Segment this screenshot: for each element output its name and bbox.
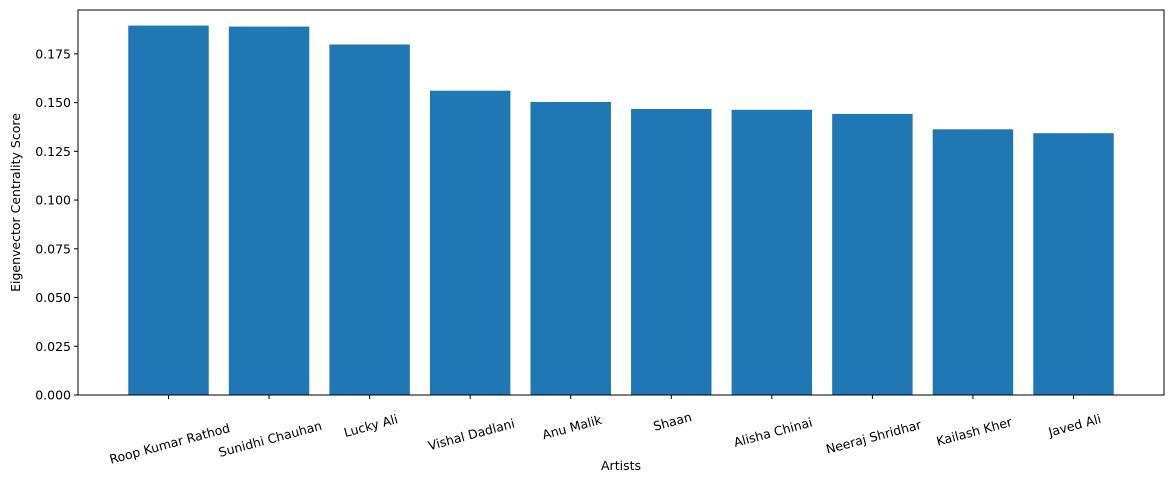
bar-roop-kumar-rathod bbox=[128, 25, 209, 396]
bar-neeraj-shridhar bbox=[832, 113, 913, 396]
x-tick-label: Alisha Chinai bbox=[732, 415, 814, 450]
x-tick-label: Neeraj Shridhar bbox=[824, 417, 923, 457]
y-tick-label: 0.075 bbox=[35, 241, 71, 256]
y-tick-label: 0.175 bbox=[35, 46, 71, 61]
bar-sunidhi-chauhan bbox=[228, 26, 310, 395]
bar-javed-ali bbox=[1033, 133, 1114, 395]
x-tick-label: Anu Malik bbox=[540, 412, 604, 442]
x-tick-label: Roop Kumar Rathod bbox=[108, 420, 232, 467]
x-tick-label: Sunidhi Chauhan bbox=[217, 418, 324, 460]
bars-group bbox=[128, 25, 1114, 396]
x-tick-label: Shaan bbox=[652, 409, 694, 434]
y-tick-label: 0.125 bbox=[35, 144, 71, 159]
x-tick-label: Lucky Ali bbox=[342, 411, 399, 440]
y-axis: 0.000 0.025 0.050 0.075 0.100 0.125 0.150 0.175 bbox=[35, 46, 78, 403]
y-tick-label: 0.100 bbox=[35, 193, 71, 208]
bar-alisha-chinai bbox=[731, 109, 813, 395]
bar-vishal-dadlani bbox=[429, 90, 511, 395]
bar-kailash-kher bbox=[932, 129, 1014, 396]
x-tick-label: Kailash Kher bbox=[935, 414, 1015, 449]
x-tick-label: Vishal Dadlani bbox=[426, 416, 516, 454]
y-tick-label: 0.000 bbox=[35, 388, 71, 403]
y-tick-label: 0.025 bbox=[35, 339, 71, 354]
bar-shaan bbox=[631, 109, 712, 395]
y-tick-label: 0.150 bbox=[35, 95, 71, 110]
y-tick-label: 0.050 bbox=[35, 290, 71, 305]
bar-lucky-ali bbox=[329, 44, 410, 395]
y-axis-label: Eigenvector Centrality Score bbox=[8, 113, 23, 292]
x-axis-label: Artists bbox=[601, 458, 641, 473]
bar-anu-malik bbox=[530, 102, 611, 395]
x-tick-label: Javed Ali bbox=[1046, 411, 1103, 440]
plot-frame bbox=[77, 9, 1165, 396]
